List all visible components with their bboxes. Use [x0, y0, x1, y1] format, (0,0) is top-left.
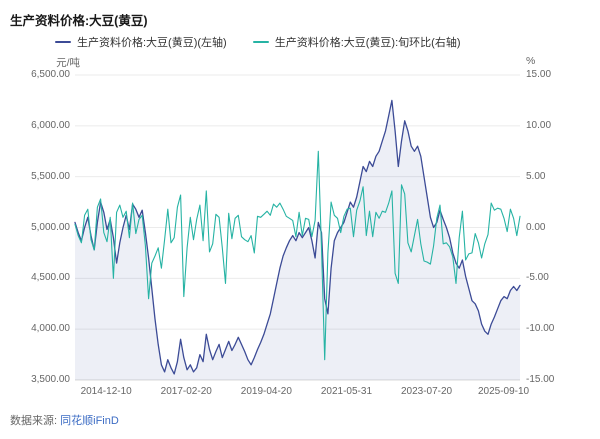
- y-axis-right-tick-label: -5.00: [526, 272, 549, 284]
- right-axis-unit-label: %: [526, 55, 536, 67]
- x-axis-tick-label: 2017-02-20: [160, 386, 212, 397]
- pct-change-line-series: [74, 150, 521, 361]
- legend-line-swatch: [55, 41, 71, 43]
- data-source: 数据来源: 同花顺iFinD: [10, 412, 119, 428]
- y-axis-left-tick-label: 4,500.00: [31, 272, 70, 284]
- price-line-series: [74, 99, 521, 375]
- y-axis-left-tick-label: 6,000.00: [31, 119, 70, 131]
- legend: 生产资料价格:大豆(黄豆)(左轴) 生产资料价格:大豆(黄豆):旬环比(右轴): [55, 34, 460, 50]
- y-axis-left-tick-label: 3,500.00: [31, 374, 70, 385]
- y-axis-right-tick-label: 10.00: [526, 119, 552, 131]
- legend-item-label: 生产资料价格:大豆(黄豆):旬环比(右轴): [274, 37, 461, 49]
- y-axis-right-tick-label: 5.00: [526, 170, 546, 182]
- x-axis-tick-label: 2021-05-31: [320, 386, 373, 397]
- data-source-prefix: 数据来源:: [10, 415, 58, 427]
- chart-title: 生产资料价格:大豆(黄豆): [10, 14, 148, 28]
- x-axis-tick-label: 2023-07-20: [400, 386, 453, 397]
- y-axis-right-tick-label: -10.00: [526, 323, 555, 335]
- price-area-fill: [75, 100, 520, 381]
- y-axis-left-tick-label: 5,000.00: [31, 221, 70, 233]
- y-axis-right-tick-label: -15.00: [526, 374, 555, 385]
- left-axis-unit-label: 元/吨: [56, 57, 80, 69]
- y-axis-left-tick-label: 5,500.00: [31, 170, 70, 182]
- y-axis-left-tick-label: 4,000.00: [31, 323, 70, 335]
- data-source-link[interactable]: 同花顺iFinD: [60, 415, 119, 427]
- y-axis-right-tick-label: 15.00: [526, 69, 552, 80]
- legend-item-price-left-axis[interactable]: 生产资料价格:大豆(黄豆)(左轴): [55, 34, 227, 50]
- y-axis-right-tick-label: 0.00: [526, 221, 546, 233]
- legend-line-swatch: [252, 41, 269, 43]
- x-axis-tick-label: 2019-04-20: [240, 386, 292, 397]
- x-axis-tick-label: 2014-12-10: [80, 386, 132, 397]
- legend-item-label: 生产资料价格:大豆(黄豆)(左轴): [77, 37, 227, 49]
- y-axis-left-tick-label: 6,500.00: [31, 69, 70, 80]
- legend-item-pct-change-right-axis[interactable]: 生产资料价格:大豆(黄豆):旬环比(右轴): [252, 34, 461, 50]
- x-axis-tick-label: 2025-09-10: [477, 386, 530, 397]
